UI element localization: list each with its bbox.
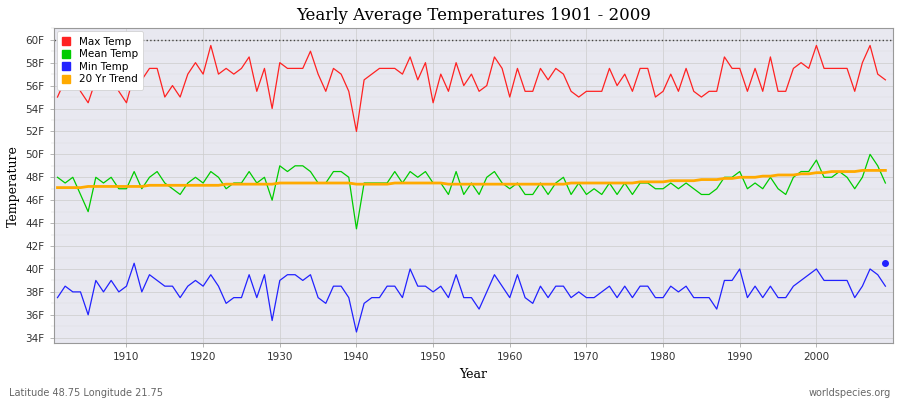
Legend: Max Temp, Mean Temp, Min Temp, 20 Yr Trend: Max Temp, Mean Temp, Min Temp, 20 Yr Tre…: [57, 32, 143, 90]
Title: Yearly Average Temperatures 1901 - 2009: Yearly Average Temperatures 1901 - 2009: [296, 7, 651, 24]
Y-axis label: Temperature: Temperature: [7, 145, 20, 227]
Text: worldspecies.org: worldspecies.org: [809, 388, 891, 398]
Text: Latitude 48.75 Longitude 21.75: Latitude 48.75 Longitude 21.75: [9, 388, 163, 398]
X-axis label: Year: Year: [459, 368, 488, 381]
